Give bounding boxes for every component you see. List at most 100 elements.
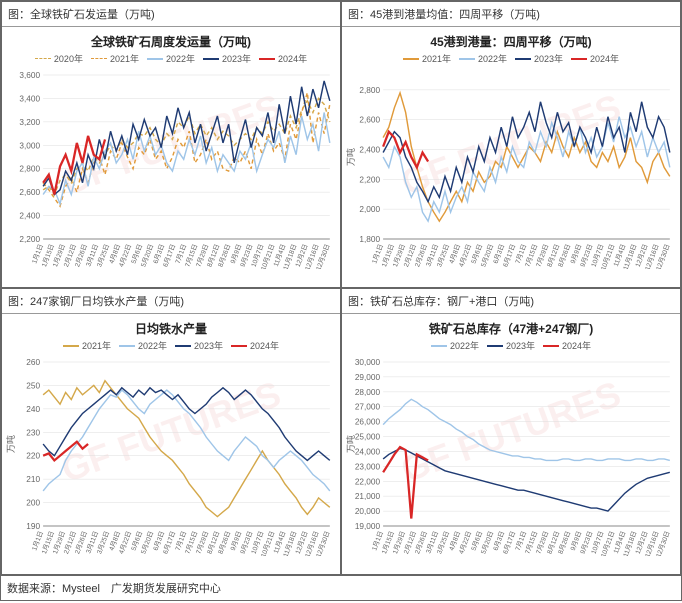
legend-item: 2022年	[119, 339, 167, 352]
chart-cell-3: GF FUTURES 图：铁矿石总库存：钢厂+港口（万吨) 铁矿石总库存（47港…	[341, 288, 681, 575]
legend-label: 2023年	[222, 52, 251, 65]
legend-swatch	[515, 58, 531, 60]
svg-text:2,200: 2,200	[359, 175, 380, 184]
legend-swatch	[35, 58, 51, 59]
legend-1: 2021年 2022年 2023年 2024年	[346, 52, 676, 65]
svg-text:200: 200	[26, 499, 40, 508]
legend-item: 2024年	[571, 52, 619, 65]
legend-item: 2021年	[91, 52, 139, 65]
svg-text:2,000: 2,000	[359, 205, 380, 214]
chart-area-0: 全球铁矿石周度发运量（万吨) 2020年 2021年 2022年 2023年 2024年…	[2, 27, 340, 287]
plot-0: 2,2002,4002,6002,8003,0003,2003,4003,600…	[6, 69, 336, 269]
svg-text:190: 190	[26, 522, 40, 531]
svg-text:23,000: 23,000	[355, 462, 381, 471]
legend-2: 2021年 2022年 2023年 2024年	[6, 339, 336, 352]
plot-1: 1,8002,0002,2002,4002,6002,800万吨1月1日1月15…	[346, 69, 676, 269]
legend-item: 2023年	[203, 52, 251, 65]
legend-item: 2021年	[403, 52, 451, 65]
legend-swatch	[459, 58, 475, 60]
legend-item: 2022年	[431, 339, 479, 352]
chart-title-2: 日均铁水产量	[6, 320, 336, 337]
svg-text:210: 210	[26, 475, 40, 484]
svg-text:2,400: 2,400	[359, 146, 380, 155]
legend-item: 2024年	[543, 339, 591, 352]
chart-area-3: 铁矿石总库存（47港+247钢厂) 2022年 2023年 2024年 19,000…	[342, 314, 680, 574]
svg-text:1,800: 1,800	[359, 235, 380, 244]
legend-label: 2021年	[110, 52, 139, 65]
chart-header-0: 图：全球铁矿石发运量（万吨)	[2, 2, 340, 27]
legend-item: 2023年	[175, 339, 223, 352]
svg-text:19,000: 19,000	[355, 522, 381, 531]
svg-text:22,000: 22,000	[355, 477, 381, 486]
legend-label: 2024年	[250, 339, 279, 352]
legend-swatch	[175, 345, 191, 347]
svg-text:3,000: 3,000	[19, 141, 40, 150]
legend-item: 2023年	[487, 339, 535, 352]
legend-swatch	[431, 345, 447, 347]
legend-item: 2022年	[147, 52, 195, 65]
legend-label: 2022年	[450, 339, 479, 352]
legend-swatch	[259, 58, 275, 60]
chart-area-1: 45港到港量：四周平移（万吨) 2021年 2022年 2023年 2024年 1,8…	[342, 27, 680, 287]
svg-text:3,200: 3,200	[19, 118, 40, 127]
legend-swatch	[231, 345, 247, 347]
legend-item: 2024年	[259, 52, 307, 65]
chart-header-2: 图：247家钢厂日均铁水产量（万吨)	[2, 289, 340, 314]
legend-label: 2023年	[534, 52, 563, 65]
legend-item: 2021年	[63, 339, 111, 352]
svg-text:2,600: 2,600	[19, 188, 40, 197]
legend-swatch	[487, 345, 503, 347]
chart-header-1: 图：45港到港量均值：四周平移（万吨)	[342, 2, 680, 27]
chart-cell-2: GF FUTURES 图：247家钢厂日均铁水产量（万吨) 日均铁水产量 202…	[1, 288, 341, 575]
svg-text:21,000: 21,000	[355, 492, 381, 501]
chart-title-0: 全球铁矿石周度发运量（万吨)	[6, 33, 336, 50]
svg-text:250: 250	[26, 382, 40, 391]
svg-text:万吨: 万吨	[346, 148, 356, 166]
legend-swatch	[203, 58, 219, 60]
svg-text:万吨: 万吨	[6, 435, 16, 453]
svg-text:27,000: 27,000	[355, 403, 381, 412]
svg-text:29,000: 29,000	[355, 373, 381, 382]
plot-2: 190200210220230240250260万吨1月1日1月15日1月29日…	[6, 356, 336, 556]
source-row: 数据来源：Mysteel 广发期货发展研究中心	[0, 576, 682, 601]
svg-text:28,000: 28,000	[355, 388, 381, 397]
svg-text:26,000: 26,000	[355, 418, 381, 427]
legend-swatch	[571, 58, 587, 60]
legend-3: 2022年 2023年 2024年	[346, 339, 676, 352]
legend-label: 2022年	[166, 52, 195, 65]
legend-label: 2022年	[478, 52, 507, 65]
legend-label: 2023年	[506, 339, 535, 352]
svg-text:20,000: 20,000	[355, 507, 381, 516]
legend-item: 2024年	[231, 339, 279, 352]
legend-item: 2023年	[515, 52, 563, 65]
legend-label: 2022年	[138, 339, 167, 352]
svg-text:240: 240	[26, 405, 40, 414]
legend-label: 2023年	[194, 339, 223, 352]
legend-item: 2020年	[35, 52, 83, 65]
svg-text:3,600: 3,600	[19, 71, 40, 80]
chart-grid: GF FUTURES 图：全球铁矿石发运量（万吨) 全球铁矿石周度发运量（万吨)…	[0, 0, 682, 576]
svg-text:230: 230	[26, 428, 40, 437]
legend-swatch	[403, 58, 419, 60]
legend-swatch	[119, 345, 135, 347]
chart-title-1: 45港到港量：四周平移（万吨)	[346, 33, 676, 50]
legend-swatch	[63, 345, 79, 347]
legend-label: 2024年	[590, 52, 619, 65]
svg-text:2,800: 2,800	[359, 86, 380, 95]
chart-header-3: 图：铁矿石总库存：钢厂+港口（万吨)	[342, 289, 680, 314]
svg-text:3,400: 3,400	[19, 95, 40, 104]
legend-item: 2022年	[459, 52, 507, 65]
svg-text:2,400: 2,400	[19, 212, 40, 221]
svg-text:万吨: 万吨	[346, 435, 356, 453]
svg-text:30,000: 30,000	[355, 358, 381, 367]
legend-swatch	[91, 58, 107, 59]
legend-label: 2021年	[82, 339, 111, 352]
legend-swatch	[147, 58, 163, 60]
legend-label: 2024年	[562, 339, 591, 352]
chart-cell-0: GF FUTURES 图：全球铁矿石发运量（万吨) 全球铁矿石周度发运量（万吨)…	[1, 1, 341, 288]
chart-title-3: 铁矿石总库存（47港+247钢厂)	[346, 320, 676, 337]
legend-label: 2020年	[54, 52, 83, 65]
legend-swatch	[543, 345, 559, 347]
svg-text:220: 220	[26, 452, 40, 461]
chart-cell-1: GF FUTURES 图：45港到港量均值：四周平移（万吨) 45港到港量：四周…	[341, 1, 681, 288]
